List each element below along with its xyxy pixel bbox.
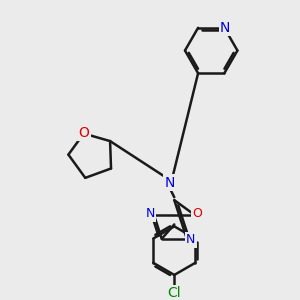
Text: Cl: Cl [167, 286, 181, 300]
Text: N: N [220, 21, 230, 35]
Text: O: O [78, 126, 89, 140]
Text: O: O [193, 207, 202, 220]
Text: N: N [164, 176, 175, 190]
Text: N: N [146, 207, 155, 220]
Text: N: N [186, 233, 195, 246]
